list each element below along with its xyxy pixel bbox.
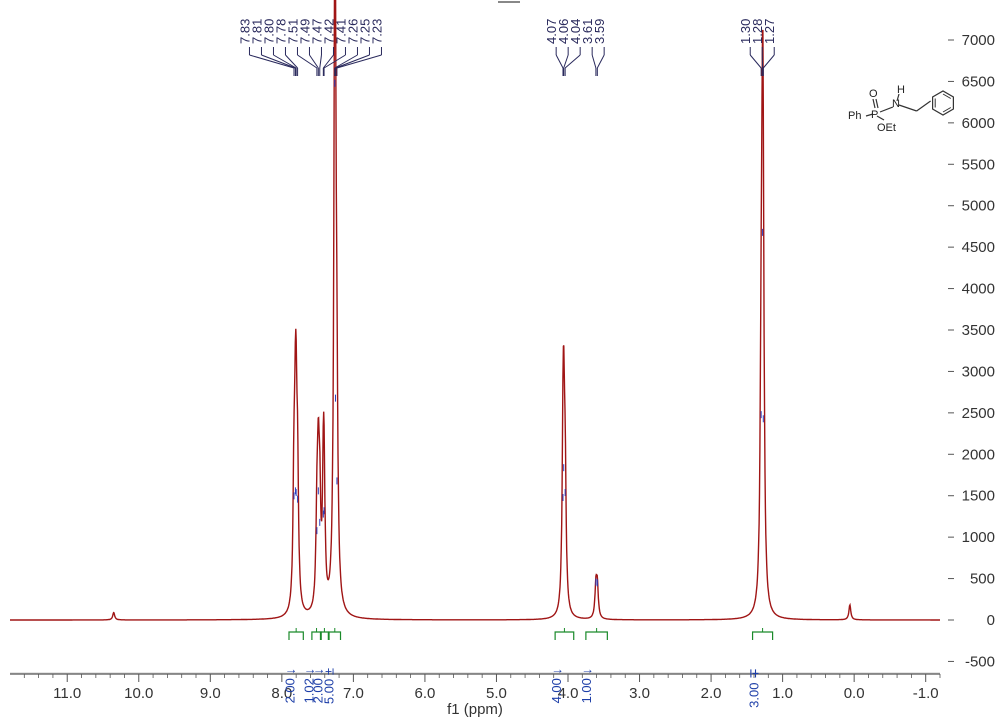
x-tick-label: -1.0: [913, 685, 939, 702]
peak-ppm-label: 3.59: [592, 19, 607, 44]
structure-atom-label: Ph: [848, 110, 861, 122]
y-tick-label: 3000: [962, 363, 995, 380]
y-tick-label: 6500: [962, 73, 995, 90]
x-tick-label: 3.0: [629, 685, 650, 702]
peak-ppm-label: 7.23: [369, 19, 384, 44]
y-tick-label: 3500: [962, 322, 995, 339]
x-tick-label: 2.0: [701, 685, 722, 702]
y-tick-label: 1500: [962, 488, 995, 505]
structure-atom-label: O: [869, 88, 878, 100]
structure-atom-label: OEt: [877, 122, 896, 134]
y-tick-label: 500: [970, 571, 995, 588]
x-tick-label: 6.0: [414, 685, 435, 702]
y-tick-label: 4000: [962, 281, 995, 298]
x-tick-label: 1.0: [772, 685, 793, 702]
nmr-spectrum: 7000650060005500500045004000350030002500…: [0, 0, 1000, 717]
y-tick-label: 7000: [962, 32, 995, 49]
y-tick-label: 2000: [962, 446, 995, 463]
y-tick-label: -500: [965, 653, 995, 670]
integral-value: 2.00 ↓: [283, 668, 298, 703]
x-tick-label: 9.0: [200, 685, 221, 702]
y-tick-label: 2500: [962, 405, 995, 422]
peak-ppm-label: 1.27: [762, 19, 777, 44]
structure-atom-label: H: [897, 84, 905, 96]
x-tick-label: 10.0: [124, 685, 153, 702]
x-axis-label: f1 (ppm): [447, 701, 503, 717]
y-tick-label: 4500: [962, 239, 995, 256]
integral-value: 5.00 ±: [321, 668, 336, 704]
structure-atom-label: P: [871, 109, 878, 121]
integral-value: 4.00 ↓: [549, 668, 564, 703]
x-tick-label: 11.0: [53, 685, 81, 702]
y-tick-label: 5000: [962, 198, 995, 215]
integral-value: 3.00 ∓: [746, 668, 761, 708]
x-tick-label: 5.0: [486, 685, 507, 702]
x-tick-label: 0.0: [844, 685, 865, 702]
integral-value: 1.00 ↓: [579, 668, 594, 703]
y-tick-label: 0: [987, 612, 995, 629]
structure-atom-label: N: [892, 98, 900, 110]
x-tick-label: 7.0: [343, 685, 364, 702]
y-tick-label: 5500: [962, 156, 995, 173]
y-tick-label: 6000: [962, 115, 995, 132]
y-tick-label: 1000: [962, 529, 995, 546]
